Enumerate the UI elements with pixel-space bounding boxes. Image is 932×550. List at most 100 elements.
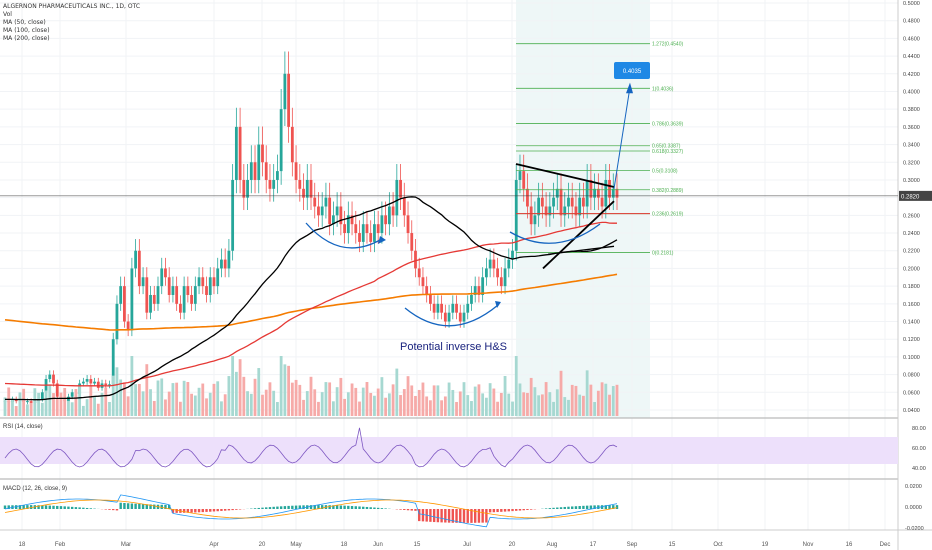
candle-body — [373, 224, 376, 242]
macd-histogram-bar — [7, 505, 10, 509]
macd-histogram-bar — [145, 504, 149, 509]
volume-bar — [570, 384, 574, 416]
macd-histogram-bar — [298, 505, 302, 509]
macd-histogram-bar — [153, 504, 156, 509]
volume-bar — [600, 382, 604, 416]
macd-histogram-bar — [593, 505, 596, 509]
macd-histogram-bar — [171, 509, 175, 513]
volume-bar — [25, 404, 29, 416]
candle-body — [227, 250, 231, 269]
volume-bar — [555, 389, 559, 416]
volume-bar — [324, 382, 328, 416]
candle-body — [294, 162, 298, 180]
macd-histogram-bar — [89, 508, 93, 509]
price-tick-label: 0.3600 — [903, 125, 920, 131]
macd-histogram-bar — [212, 509, 216, 512]
rsi-tick-label: 80.00 — [912, 426, 926, 432]
time-tick-label: 15 — [414, 542, 421, 548]
macd-histogram-bar — [29, 505, 33, 509]
volume-bar — [552, 401, 555, 416]
candle-body — [134, 250, 138, 269]
candle-body — [231, 179, 235, 251]
price-tick-label: 0.2400 — [903, 231, 920, 237]
candle-body — [608, 179, 611, 198]
volume-bar — [253, 378, 257, 416]
macd-histogram-bar — [548, 508, 552, 509]
macd-histogram-bar — [459, 509, 462, 523]
time-tick-label: Feb — [55, 542, 66, 548]
volume-bar — [361, 387, 365, 416]
macd-histogram-bar — [257, 507, 260, 509]
candle-body — [48, 374, 52, 380]
macd-histogram-bar — [604, 505, 608, 509]
volume-bar — [220, 401, 223, 416]
macd-histogram-bar — [74, 507, 78, 509]
volume-bar — [197, 387, 201, 416]
volume-bar — [186, 382, 190, 416]
macd-histogram-bar — [608, 505, 611, 509]
candle-body — [96, 381, 100, 388]
macd-histogram-bar — [582, 505, 585, 509]
candle-body — [123, 286, 126, 322]
macd-histogram-bar — [85, 507, 89, 509]
annotation-text: Potential inverse H&S — [400, 341, 507, 353]
macd-histogram-bar — [470, 509, 473, 523]
left-shoulder-arrow — [305, 222, 381, 249]
macd-histogram-bar — [466, 509, 469, 523]
volume-bar — [212, 383, 216, 416]
legend-ma100[interactable]: MA (100, close) — [3, 27, 50, 34]
volume-bar — [171, 383, 175, 416]
volume-bar — [272, 390, 276, 416]
candle-body — [212, 277, 216, 287]
candle-body — [540, 197, 544, 207]
candle-body — [402, 197, 406, 216]
legend-vol[interactable]: Vol — [3, 11, 12, 18]
volume-bar — [526, 392, 529, 416]
candle-body — [570, 197, 574, 207]
candle-body — [223, 259, 227, 269]
left-shoulder-arrow-head — [378, 236, 386, 244]
volume-bar — [578, 394, 582, 416]
volume-bar — [317, 401, 320, 416]
macd-histogram-bar — [134, 503, 137, 509]
price-tick-label: 0.0400 — [903, 408, 920, 414]
neckline — [547, 245, 615, 255]
volume-bar — [328, 382, 332, 416]
macd-histogram-bar — [126, 503, 130, 509]
candle-body — [108, 384, 111, 386]
macd-histogram-bar — [56, 505, 59, 509]
macd-histogram-bar — [279, 506, 283, 509]
macd-histogram-bar — [283, 506, 287, 509]
macd-histogram-bar — [384, 508, 387, 509]
volume-bar — [283, 364, 287, 416]
volume-bar — [276, 401, 279, 416]
volume-bar — [216, 381, 220, 416]
candle-body — [272, 179, 276, 189]
macd-histogram-bar — [399, 509, 402, 510]
candle-body — [313, 197, 317, 207]
candle-body — [488, 259, 492, 269]
volume-bar — [544, 382, 548, 416]
macd-histogram-bar — [612, 505, 615, 509]
macd-histogram-bar — [589, 505, 593, 509]
volume-bar — [320, 392, 324, 416]
volume-bar — [126, 396, 130, 416]
legend-title[interactable]: ALGERNON PHARMACEUTICALS INC., 1D, OTC — [3, 3, 141, 10]
volume-bar — [111, 375, 115, 416]
candle-body — [320, 206, 324, 216]
candle-body — [220, 259, 223, 269]
volume-bar — [205, 398, 208, 416]
candle-body — [339, 206, 343, 225]
volume-bar — [305, 391, 309, 416]
macd-histogram-bar — [347, 505, 350, 509]
volume-bar — [123, 382, 126, 416]
legend-ma200[interactable]: MA (200, close) — [3, 35, 50, 42]
volume-bar — [137, 383, 141, 416]
candle-body — [410, 233, 414, 251]
macd-histogram-bar — [563, 506, 566, 509]
rsi-line — [4, 427, 618, 468]
legend-ma50[interactable]: MA (50, close) — [3, 19, 46, 26]
time-tick-label: Jun — [373, 542, 383, 548]
candle-body — [443, 312, 447, 322]
